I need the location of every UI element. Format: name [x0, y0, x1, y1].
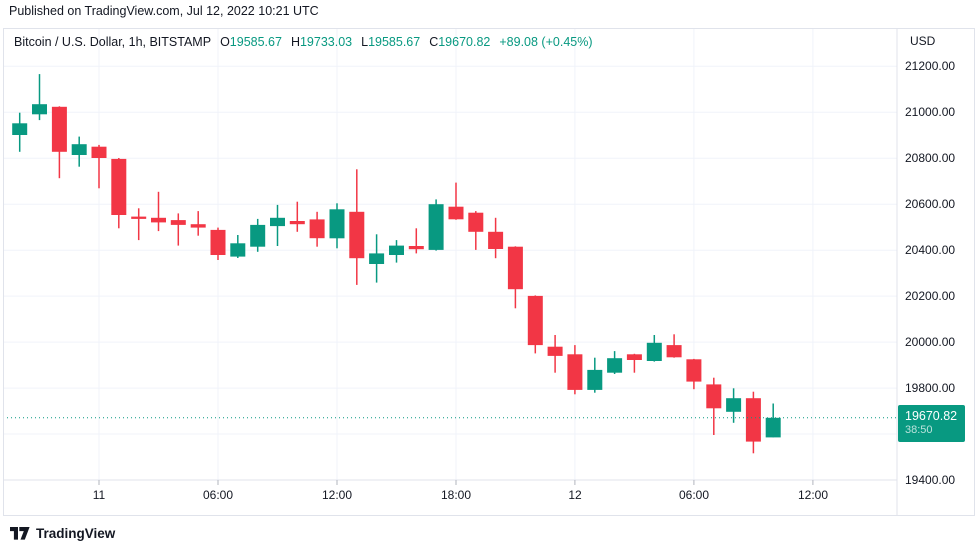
low-label: L [361, 35, 369, 49]
time-axis[interactable]: 11 06:00 12:00 18:00 12 06:00 12:00 [3, 480, 897, 516]
time-tick-label: 06:00 [678, 488, 710, 502]
high-value: 19733.03 [299, 35, 353, 49]
price-tick-label: 19400.00 [905, 473, 956, 487]
open-label: O [220, 35, 230, 49]
published-caption: Published on TradingView.com, Jul 12, 20… [9, 4, 319, 18]
current-price-value: 19670.82 [905, 409, 958, 423]
legend-open: O19585.67 [220, 35, 282, 49]
price-tick-label: 21000.00 [905, 105, 956, 119]
price-tick-label: 21200.00 [905, 59, 956, 73]
time-tick-label: 12 [568, 488, 582, 502]
legend-close: C19670.82 [429, 35, 490, 49]
tradingview-logo-icon [10, 527, 30, 540]
legend-high: H19733.03 [291, 35, 352, 49]
legend-low: L19585.67 [361, 35, 420, 49]
price-tick-label: 20800.00 [905, 151, 956, 165]
price-tick-label: 20000.00 [905, 335, 956, 349]
bar-countdown: 38:50 [905, 424, 933, 436]
price-tick-label: 19800.00 [905, 381, 956, 395]
chart-legend: Bitcoin / U.S. Dollar, 1h, BITSTAMP O195… [14, 35, 593, 49]
time-tick-label: 12:00 [321, 488, 353, 502]
time-tick-label: 12:00 [797, 488, 829, 502]
tradingview-logo[interactable]: TradingView [10, 526, 115, 541]
time-tick-label: 11 [92, 488, 106, 502]
chart-container[interactable]: Bitcoin / U.S. Dollar, 1h, BITSTAMP O195… [3, 28, 975, 516]
price-tick-label: 20400.00 [905, 243, 956, 257]
current-price-badge: 19670.82 38:50 [898, 405, 965, 442]
time-tick-label: 06:00 [202, 488, 234, 502]
price-axis[interactable]: 21200.00 21000.00 20800.00 20600.00 20400.00… [897, 28, 975, 487]
open-value: 19585.67 [229, 35, 282, 49]
low-value: 19585.67 [368, 35, 421, 49]
tradingview-logo-text: TradingView [36, 526, 116, 541]
currency-label: USD [910, 34, 936, 48]
price-change: +89.08 (+0.45%) [499, 35, 593, 49]
symbol-title[interactable]: Bitcoin / U.S. Dollar, 1h, BITSTAMP [14, 35, 212, 49]
close-value: 19670.82 [438, 35, 491, 49]
high-label: H [290, 35, 300, 49]
time-tick-label: 18:00 [440, 488, 472, 502]
price-tick-label: 20200.00 [905, 289, 956, 303]
candlestick-canvas[interactable] [3, 28, 975, 516]
price-tick-label: 20600.00 [905, 197, 956, 211]
close-label: C [429, 35, 439, 49]
